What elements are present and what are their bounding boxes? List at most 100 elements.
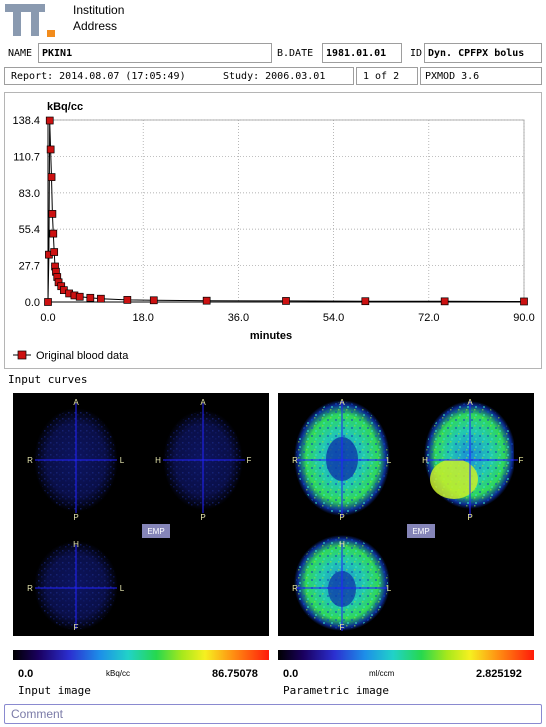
param-cor-left: R [292,584,298,593]
comment-placeholder: Comment [11,707,64,721]
data-point [97,294,105,303]
id-label: ID [410,47,423,59]
data-point [46,145,55,154]
input-image-panel[interactable]: A P R L A P H F H F R L EMP [13,393,269,636]
input-cor-right: L [120,584,125,593]
data-point [49,229,58,238]
x-axis-label: minutes [250,330,292,342]
input-sag-left: H [155,456,161,465]
software-version: PXMOD 3.6 [425,70,480,82]
param-axial-bottom: P [339,513,344,522]
x-tick-label: 18.0 [132,312,153,324]
param-axial-left: R [292,456,298,465]
param-cor-bottom: F [340,623,345,632]
input-axial-right: L [120,456,125,465]
param-axial-top: A [339,398,345,407]
param-emp-text: EMP [412,527,429,536]
legend-marker [17,350,27,360]
param-sag-top: A [467,398,473,407]
report-row: Report: 2014.08.07 (17:05:49) Study: 200… [4,67,542,85]
y-tick-label: 138.4 [12,115,40,127]
y-tick-label: 55.4 [19,224,40,236]
data-point [149,296,158,305]
input-emp-tag [142,524,170,538]
institution-logo [5,4,55,37]
x-tick-label: 0.0 [40,312,55,324]
data-point [86,293,95,302]
param-sag-bottom: P [467,513,472,522]
data-point [123,296,132,304]
y-tick-label: 0.0 [25,297,40,309]
page-indicator: 1 of 2 [363,70,400,82]
param-min-value: 0.0 [283,668,299,680]
input-colorbar [13,650,269,660]
report-field: Report: 2014.08.07 (17:05:49) Study: 200… [4,67,354,85]
data-point [50,248,59,256]
data-point [282,297,290,305]
patient-id: Dyn. CPFPX bolus [428,47,525,59]
data-point [45,116,54,125]
data-point [44,298,52,306]
x-tick-label: 90.0 [513,312,534,324]
name-field: PKIN1 [38,43,272,63]
data-point [440,297,449,306]
data-point [47,173,56,181]
input-unit: kBq/cc [106,669,131,678]
name-label: NAME [8,47,33,59]
param-emp-tag [407,524,435,538]
bdate-label: B.DATE [277,47,314,59]
study-date: Study: 2006.03.01 [223,70,326,82]
input-image-caption: Input image [18,684,91,697]
series-line [47,120,525,303]
input-cor-bottom: F [74,623,79,632]
legend-label: Original blood data [36,350,129,362]
plot-frame [47,119,525,303]
input-sag-top: A [200,398,206,407]
param-sag-right: F [519,456,524,465]
y-tick-label: 110.7 [13,151,40,163]
input-axial-top: A [73,398,79,407]
input-sag-bottom: P [200,513,205,522]
patient-row: NAME PKIN1 B.DATE 1981.01.01 ID Dyn. CPF… [4,43,542,63]
parametric-image-caption: Parametric image [283,684,389,697]
param-axial-right: L [387,456,392,465]
data-point [75,292,84,301]
comment-field[interactable]: Comment [4,704,542,724]
parametric-image-panel[interactable]: A P R L A P H F H F R L EMP [278,393,534,636]
input-axial-bottom: P [73,513,78,522]
y-tick-label: 27.7 [19,261,40,273]
report-date: Report: 2014.08.07 (17:05:49) [11,70,186,82]
data-point [202,296,211,305]
input-cor-left: R [27,584,33,593]
parametric-image-views: A P R L A P H F H F R L EMP [292,398,526,632]
id-field: Dyn. CPFPX bolus [424,43,542,63]
bdate-field: 1981.01.01 [322,43,402,63]
data-point [48,210,57,218]
data-point [361,297,370,306]
input-cor-top: H [73,540,79,549]
input-sag-right: F [247,456,252,465]
x-tick-label: 72.0 [418,312,439,324]
input-emp-text: EMP [147,527,164,536]
institution-name: Institution [73,3,125,17]
y-tick-label: 83.0 [19,188,40,200]
institution-address: Address [73,19,118,33]
param-cor-right: L [387,584,392,593]
param-sag-left: H [422,456,428,465]
blood-curve-chart: kBq/cc minutes 0.0 27.7 55.4 83.0 110.7 138.4… [4,92,542,369]
param-max-value: 2.825192 [476,668,522,680]
software-field: PXMOD 3.6 [420,67,542,85]
x-tick-label: 54.0 [323,312,344,324]
page-field: 1 of 2 [356,67,418,85]
input-min-value: 0.0 [18,668,34,680]
y-axis-label: kBq/cc [47,101,83,113]
input-image-views: A P R L A P H F H F R L EMP [27,398,252,632]
parametric-colorbar [278,650,534,660]
chart-canvas: kBq/cc minutes 0.0 27.7 55.4 83.0 110.7 138.4… [12,101,534,362]
input-curves-label: Input curves [8,373,88,386]
x-tick-label: 36.0 [228,312,249,324]
patient-name: PKIN1 [42,47,73,59]
input-axial-left: R [27,456,33,465]
patient-bdate: 1981.01.01 [326,47,387,59]
param-cor-top: H [339,540,345,549]
